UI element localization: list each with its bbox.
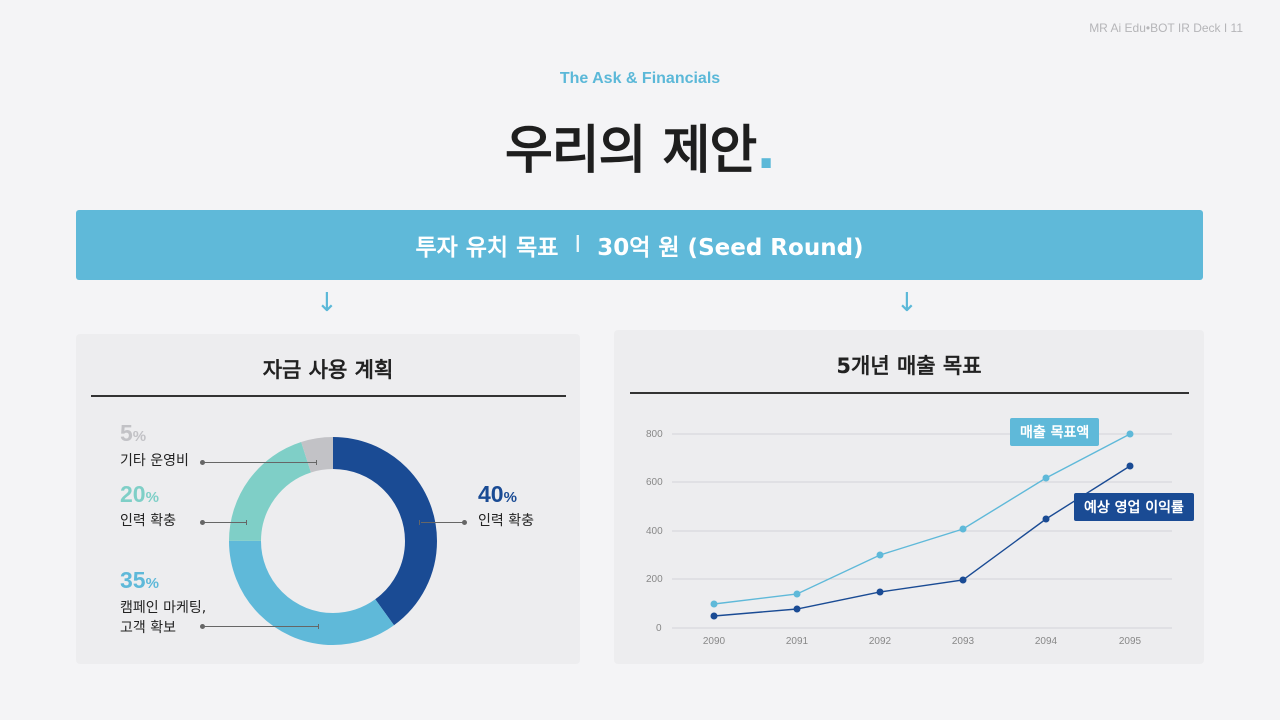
arrow-down-icon: ↓: [896, 288, 918, 318]
label-marketing: 캠페인 마케팅, 고객 확보: [120, 600, 207, 636]
section-kicker: The Ask & Financials: [559, 70, 721, 87]
svg-text:2093: 2093: [952, 636, 975, 647]
donut-chart: [229, 437, 437, 645]
svg-text:2095: 2095: [1119, 636, 1142, 647]
banner-separator: I: [574, 232, 582, 258]
investment-goal-banner: 투자 유치 목표 I 30억 원 (Seed Round): [76, 210, 1203, 280]
svg-text:2094: 2094: [1035, 636, 1058, 647]
arrow-down-icon: ↓: [316, 288, 338, 318]
line-chart: 800 600 400 200 0 2090 2091 2092 2093 2094 2095: [646, 429, 1172, 647]
divider: [630, 392, 1189, 394]
leader-line: [200, 624, 319, 629]
leader-line: [200, 520, 247, 525]
banner-left: 투자 유치 목표: [415, 235, 559, 261]
svg-text:200: 200: [646, 574, 663, 585]
leader-line: [419, 520, 467, 525]
svg-text:800: 800: [646, 429, 663, 440]
svg-text:0: 0: [656, 623, 662, 634]
fund-usage-panel: 자금 사용 계획: [76, 334, 580, 664]
page-title: 우리의 제안.: [0, 108, 1280, 183]
banner-right: 30억 원 (Seed Round): [597, 235, 864, 261]
svg-text:2090: 2090: [703, 636, 726, 647]
pct-35: 35%: [120, 567, 159, 593]
title-text: 우리의 제안: [504, 121, 757, 181]
label-other: 기타 운영비: [120, 453, 189, 469]
title-dot: .: [756, 121, 776, 181]
svg-text:600: 600: [646, 477, 663, 488]
leader-line: [200, 460, 317, 465]
svg-text:2091: 2091: [786, 636, 809, 647]
label-staff-2: 인력 확충: [120, 513, 176, 529]
revenue-panel-title: 5개년 매출 목표: [836, 354, 982, 378]
deck-label: MR Ai Edu•BOT IR Deck I 11: [1089, 21, 1243, 35]
pct-20: 20%: [120, 481, 159, 507]
svg-text:400: 400: [646, 526, 663, 537]
legend-profit: 예상 영업 이익률: [1074, 493, 1194, 521]
legend-revenue: 매출 목표액: [1010, 418, 1100, 446]
svg-text:2092: 2092: [869, 636, 892, 647]
divider: [91, 395, 566, 397]
label-staff-1: 인력 확충: [478, 513, 534, 529]
pct-40: 40%: [478, 481, 517, 507]
fund-panel-title: 자금 사용 계획: [262, 358, 394, 382]
pct-5: 5%: [120, 420, 147, 446]
